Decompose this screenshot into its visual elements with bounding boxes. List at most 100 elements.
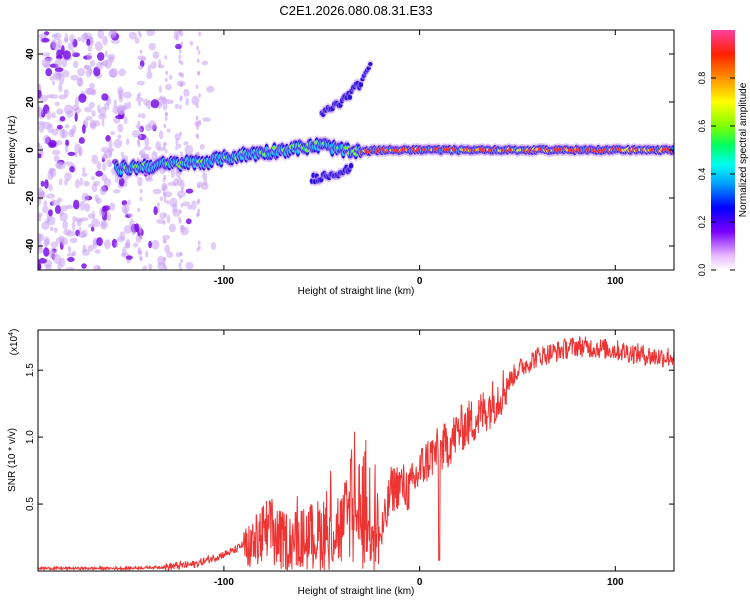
noise-blob bbox=[120, 151, 124, 158]
noise-blob bbox=[78, 226, 82, 233]
noise-blob bbox=[108, 69, 117, 78]
y-tick-label: -20 bbox=[25, 190, 36, 205]
noise-blob bbox=[72, 216, 77, 222]
noise-blob bbox=[46, 94, 53, 99]
noise-blob bbox=[60, 205, 69, 212]
noise-blob bbox=[202, 172, 208, 180]
noise-blob bbox=[44, 57, 52, 64]
noise-blob bbox=[109, 202, 116, 211]
noise-blob bbox=[180, 41, 184, 46]
noise-blob bbox=[59, 116, 66, 122]
y-tick-label: 0.5 bbox=[25, 497, 36, 511]
noise-blob bbox=[189, 41, 194, 46]
noise-blob bbox=[113, 99, 117, 109]
noise-blob bbox=[42, 52, 51, 57]
noise-blob bbox=[113, 138, 123, 149]
noise-blob bbox=[159, 130, 164, 140]
y-tick-label: 20 bbox=[25, 96, 36, 108]
noise-blob bbox=[166, 128, 171, 133]
noise-blob bbox=[79, 200, 86, 211]
noise-blob bbox=[178, 143, 182, 149]
noise-blob bbox=[139, 257, 143, 262]
noise-blob bbox=[156, 202, 160, 208]
noise-blob bbox=[139, 49, 143, 54]
noise-blob bbox=[125, 255, 133, 260]
noise-blob bbox=[164, 244, 170, 254]
noise-blob bbox=[196, 121, 200, 127]
noise-blob bbox=[54, 101, 60, 107]
noise-blob bbox=[127, 213, 134, 218]
noise-blob bbox=[55, 161, 63, 169]
snr-xlabel: Height of straight line (km) bbox=[298, 586, 415, 597]
noise-blob bbox=[197, 50, 201, 55]
noise-blob bbox=[58, 94, 67, 100]
noise-blob bbox=[101, 146, 110, 153]
noise-blob bbox=[158, 85, 162, 93]
chart-title: C2E1.2026.080.08.31.E33 bbox=[279, 3, 432, 18]
y-tick-label: -40 bbox=[25, 238, 36, 253]
noise-blob bbox=[74, 112, 78, 122]
noise-blob bbox=[121, 105, 128, 111]
noise-blob bbox=[110, 39, 120, 44]
noise-blob bbox=[123, 225, 132, 234]
noise-blob bbox=[44, 179, 49, 189]
noise-blob bbox=[166, 200, 170, 205]
noise-blob bbox=[138, 101, 141, 107]
noise-blob bbox=[138, 65, 143, 70]
noise-blob bbox=[48, 209, 53, 217]
noise-blob bbox=[76, 219, 83, 227]
noise-blob bbox=[153, 206, 158, 216]
noise-blob bbox=[127, 199, 131, 206]
noise-blob bbox=[197, 212, 200, 217]
noise-blob bbox=[107, 53, 116, 60]
noise-blob bbox=[185, 97, 189, 106]
noise-blob bbox=[162, 191, 166, 196]
noise-blob bbox=[67, 245, 72, 253]
noise-blob bbox=[41, 221, 50, 230]
noise-blob bbox=[62, 220, 69, 230]
noise-blob bbox=[145, 123, 152, 132]
noise-blob bbox=[43, 134, 50, 144]
noise-blob bbox=[137, 140, 140, 145]
noise-blob bbox=[196, 45, 200, 51]
x-tick-label: 0 bbox=[417, 577, 423, 588]
noise-blob bbox=[48, 167, 55, 175]
noise-blob bbox=[139, 188, 143, 194]
noise-blob bbox=[146, 99, 153, 110]
noise-blob bbox=[180, 224, 184, 230]
noise-blob bbox=[144, 136, 150, 147]
noise-blob bbox=[121, 203, 130, 214]
noise-blob bbox=[122, 246, 127, 257]
noise-blob bbox=[178, 49, 182, 54]
noise-blob bbox=[56, 39, 62, 48]
noise-blob bbox=[198, 93, 202, 98]
noise-blob bbox=[63, 37, 69, 43]
noise-blob bbox=[58, 178, 63, 186]
spectrogram-xlabel: Height of straight line (km) bbox=[298, 286, 415, 297]
noise-blob bbox=[67, 257, 75, 262]
noise-blob bbox=[164, 116, 168, 122]
colorbar: 0.0 0.2 0.4 0.6 0.8 Normalized spectral ampl… bbox=[697, 30, 749, 276]
noise-blob bbox=[175, 43, 182, 50]
noise-blob bbox=[146, 30, 155, 37]
noise-blob bbox=[150, 99, 160, 109]
noise-blob bbox=[97, 104, 101, 113]
noise-blob bbox=[44, 236, 50, 246]
noise-blob bbox=[81, 263, 87, 269]
noise-blob bbox=[91, 110, 96, 117]
noise-blob bbox=[191, 95, 200, 106]
noise-blob bbox=[178, 59, 182, 64]
noise-blob bbox=[101, 153, 108, 160]
noise-blob bbox=[162, 186, 166, 192]
noise-blob bbox=[86, 38, 91, 46]
spectrogram-panel: -100 0 100 -40 -20 0 20 40 Height of straight l… bbox=[7, 29, 675, 297]
noise-blob bbox=[125, 238, 131, 249]
noise-blob bbox=[163, 123, 167, 129]
noise-blob bbox=[58, 82, 63, 93]
noise-blob bbox=[81, 192, 89, 202]
noise-blob bbox=[145, 177, 154, 182]
x-tick-label: -100 bbox=[214, 276, 234, 287]
noise-blob bbox=[175, 252, 180, 258]
noise-blob bbox=[135, 96, 144, 103]
noise-blob bbox=[93, 264, 101, 270]
